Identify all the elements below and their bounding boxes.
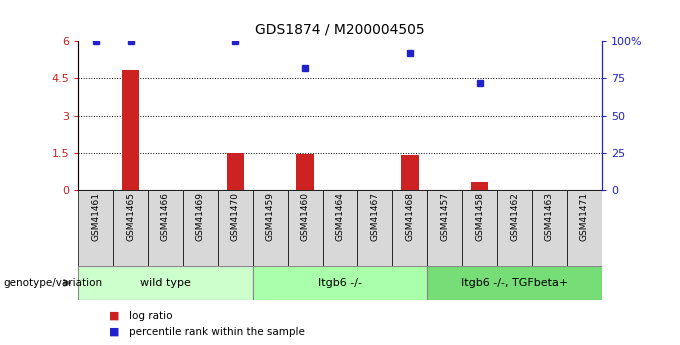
Text: percentile rank within the sample: percentile rank within the sample [129, 327, 305, 337]
FancyBboxPatch shape [78, 266, 253, 300]
Text: GSM41463: GSM41463 [545, 192, 554, 241]
Bar [471, 182, 488, 190]
Text: GSM41466: GSM41466 [161, 192, 170, 241]
Text: ■: ■ [109, 327, 119, 337]
FancyBboxPatch shape [497, 190, 532, 267]
Text: GSM41461: GSM41461 [91, 192, 100, 241]
FancyBboxPatch shape [113, 190, 148, 267]
Text: ■: ■ [109, 311, 119, 321]
Text: GSM41464: GSM41464 [335, 192, 345, 241]
FancyBboxPatch shape [427, 266, 602, 300]
FancyBboxPatch shape [253, 266, 427, 300]
Text: Itgb6 -/-, TGFbeta+: Itgb6 -/-, TGFbeta+ [461, 278, 568, 288]
Text: Itgb6 -/-: Itgb6 -/- [318, 278, 362, 288]
FancyBboxPatch shape [78, 190, 113, 267]
FancyBboxPatch shape [288, 190, 322, 267]
Text: GSM41471: GSM41471 [580, 192, 589, 241]
FancyBboxPatch shape [392, 190, 427, 267]
Text: GSM41465: GSM41465 [126, 192, 135, 241]
FancyBboxPatch shape [532, 190, 567, 267]
Text: GSM41468: GSM41468 [405, 192, 414, 241]
Bar [226, 152, 244, 190]
Bar [122, 70, 139, 190]
FancyBboxPatch shape [567, 190, 602, 267]
Text: GSM41460: GSM41460 [301, 192, 309, 241]
Text: wild type: wild type [140, 278, 191, 288]
Text: GSM41457: GSM41457 [440, 192, 449, 241]
Text: GSM41459: GSM41459 [266, 192, 275, 241]
FancyBboxPatch shape [322, 190, 358, 267]
Text: GSM41467: GSM41467 [371, 192, 379, 241]
FancyBboxPatch shape [218, 190, 253, 267]
Bar [296, 154, 313, 190]
FancyBboxPatch shape [148, 190, 183, 267]
Text: GSM41470: GSM41470 [231, 192, 240, 241]
FancyBboxPatch shape [183, 190, 218, 267]
Text: genotype/variation: genotype/variation [3, 278, 103, 288]
Text: GSM41462: GSM41462 [510, 192, 519, 241]
FancyBboxPatch shape [427, 190, 462, 267]
FancyBboxPatch shape [462, 190, 497, 267]
Bar [401, 155, 418, 190]
Text: GSM41469: GSM41469 [196, 192, 205, 241]
FancyBboxPatch shape [358, 190, 392, 267]
Text: GSM41458: GSM41458 [475, 192, 484, 241]
FancyBboxPatch shape [253, 190, 288, 267]
Text: GDS1874 / M200004505: GDS1874 / M200004505 [255, 22, 425, 37]
Text: log ratio: log ratio [129, 311, 173, 321]
